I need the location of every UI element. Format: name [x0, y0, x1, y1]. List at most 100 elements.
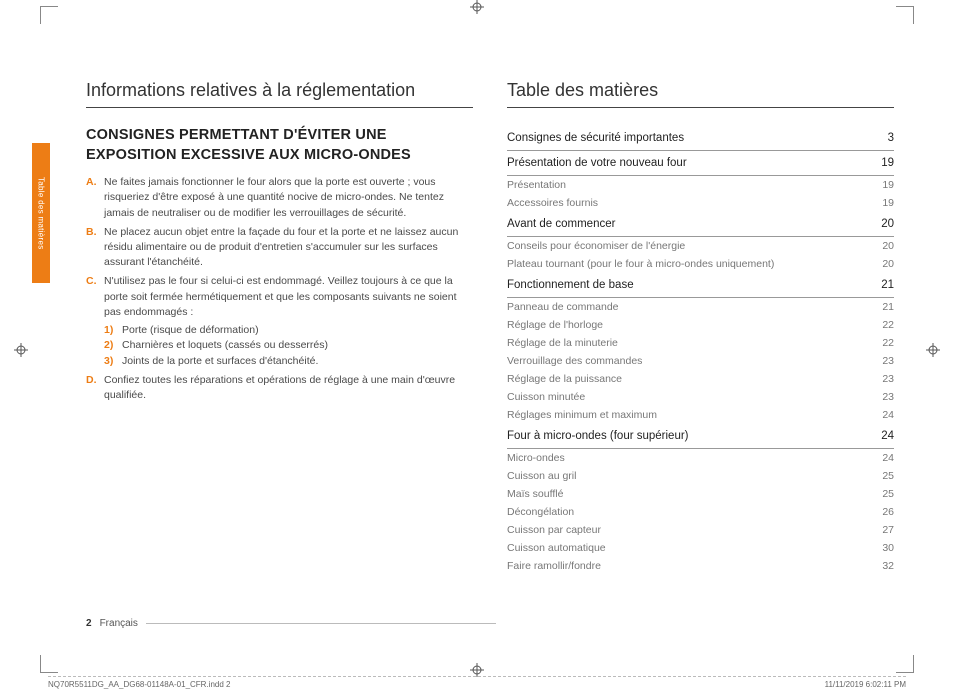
toc-page: 24	[881, 430, 894, 442]
toc-page: 26	[882, 506, 894, 518]
toc-label: Présentation	[507, 179, 566, 191]
right-column: Table des matières Consignes de sécurité…	[507, 80, 894, 629]
crop-mark	[40, 6, 58, 24]
toc-label: Décongélation	[507, 506, 574, 518]
footer-rule	[146, 623, 496, 624]
toc-label: Four à micro-ondes (four supérieur)	[507, 430, 689, 442]
toc-page: 25	[882, 470, 894, 482]
toc-page: 20	[881, 218, 894, 230]
toc-label: Fonctionnement de base	[507, 279, 634, 291]
toc-entry: Micro-ondes24	[507, 449, 894, 467]
toc-label: Plateau tournant (pour le four à micro-o…	[507, 258, 774, 270]
toc-entry: Cuisson au gril 25	[507, 467, 894, 485]
toc-section: Fonctionnement de base 21	[507, 273, 894, 298]
toc-entry: Cuisson minutée 23	[507, 388, 894, 406]
file-slug: NQ70R5511DG_AA_DG68-01148A-01_CFR.indd 2	[48, 680, 230, 689]
registration-mark-icon	[926, 343, 940, 357]
page: Informations relatives à la réglementati…	[86, 80, 894, 629]
list-marker: D.	[86, 373, 104, 403]
list-marker: B.	[86, 225, 104, 271]
instruction-text: Ne placez aucun objet entre la façade du…	[104, 225, 473, 271]
instruction-list: A.Ne faites jamais fonctionner le four a…	[86, 175, 473, 403]
sublist-text: Porte (risque de déformation)	[122, 323, 259, 338]
instruction-item: B.Ne placez aucun objet entre la façade …	[86, 225, 473, 271]
page-footer: 2 Français	[86, 618, 496, 629]
toc-label: Panneau de commande	[507, 301, 619, 313]
instruction-item: A.Ne faites jamais fonctionner le four a…	[86, 175, 473, 221]
toc-page: 32	[882, 560, 894, 572]
toc-section: Four à micro-ondes (four supérieur) 24	[507, 424, 894, 449]
left-heading: Informations relatives à la réglementati…	[86, 80, 473, 108]
toc-label: Cuisson au gril	[507, 470, 576, 482]
sublist-text: Joints de la porte et surfaces d'étanché…	[122, 354, 318, 369]
toc-page: 30	[882, 542, 894, 554]
instruction-text: N'utilisez pas le four si celui-ci est e…	[104, 274, 473, 368]
side-tab: Table des matières	[32, 143, 50, 283]
toc-entry: Faire ramollir/fondre 32	[507, 557, 894, 575]
toc-section: Présentation de votre nouveau four 19	[507, 151, 894, 176]
toc-page: 25	[882, 488, 894, 500]
instruction-text: Confiez toutes les réparations et opérat…	[104, 373, 473, 403]
toc-entry: Accessoires fournis19	[507, 194, 894, 212]
toc-entry: Verrouillage des commandes 23	[507, 352, 894, 370]
toc-label: Cuisson automatique	[507, 542, 606, 554]
toc-page: 19	[882, 179, 894, 191]
file-timestamp: 11/11/2019 6:02:11 PM	[825, 680, 906, 689]
table-of-contents: Consignes de sécurité importantes3Présen…	[507, 126, 894, 575]
toc-entry: Présentation 19	[507, 176, 894, 194]
instruction-sublist: 1)Porte (risque de déformation)2)Charniè…	[104, 323, 473, 369]
toc-entry: Décongélation 26	[507, 503, 894, 521]
sublist-marker: 1)	[104, 323, 122, 338]
list-marker: C.	[86, 274, 104, 368]
toc-page: 23	[882, 373, 894, 385]
toc-page: 23	[882, 391, 894, 403]
sublist-marker: 2)	[104, 338, 122, 353]
toc-entry: Réglage de la puissance23	[507, 370, 894, 388]
sublist-marker: 3)	[104, 354, 122, 369]
toc-label: Présentation de votre nouveau four	[507, 157, 687, 169]
toc-label: Réglages minimum et maximum	[507, 409, 657, 421]
toc-entry: Conseils pour économiser de l'énergie 20	[507, 237, 894, 255]
toc-label: Maïs soufflé	[507, 488, 563, 500]
toc-label: Faire ramollir/fondre	[507, 560, 601, 572]
page-language: Français	[100, 618, 138, 629]
toc-page: 21	[881, 279, 894, 291]
toc-label: Verrouillage des commandes	[507, 355, 642, 367]
toc-page: 24	[882, 409, 894, 421]
toc-section: Avant de commencer20	[507, 212, 894, 237]
crop-mark	[40, 655, 58, 673]
toc-entry: Plateau tournant (pour le four à micro-o…	[507, 255, 894, 273]
toc-label: Réglage de l'horloge	[507, 319, 603, 331]
toc-label: Cuisson par capteur	[507, 524, 601, 536]
toc-page: 20	[882, 240, 894, 252]
crop-mark	[896, 6, 914, 24]
toc-page: 19	[881, 157, 894, 169]
toc-label: Réglage de la minuterie	[507, 337, 618, 349]
registration-mark-icon	[470, 663, 484, 677]
toc-label: Consignes de sécurité importantes	[507, 132, 684, 144]
crop-mark	[896, 655, 914, 673]
imposition-footer: NQ70R5511DG_AA_DG68-01148A-01_CFR.indd 2…	[48, 676, 906, 689]
right-heading: Table des matières	[507, 80, 894, 108]
left-column: Informations relatives à la réglementati…	[86, 80, 473, 629]
sublist-text: Charnières et loquets (cassés ou desserr…	[122, 338, 328, 353]
registration-mark-icon	[14, 343, 28, 357]
toc-label: Micro-ondes	[507, 452, 565, 464]
toc-section: Consignes de sécurité importantes3	[507, 126, 894, 151]
toc-page: 21	[882, 301, 894, 313]
instruction-item: D.Confiez toutes les réparations et opér…	[86, 373, 473, 403]
toc-page: 27	[882, 524, 894, 536]
toc-label: Conseils pour économiser de l'énergie	[507, 240, 685, 252]
sublist-item: 2)Charnières et loquets (cassés ou desse…	[104, 338, 473, 353]
toc-entry: Maïs soufflé 25	[507, 485, 894, 503]
toc-entry: Panneau de commande 21	[507, 298, 894, 316]
toc-label: Cuisson minutée	[507, 391, 585, 403]
toc-entry: Réglages minimum et maximum 24	[507, 406, 894, 424]
instruction-text: Ne faites jamais fonctionner le four alo…	[104, 175, 473, 221]
toc-entry: Réglage de la minuterie22	[507, 334, 894, 352]
left-subheading: CONSIGNES PERMETTANT D'ÉVITER UNE EXPOSI…	[86, 126, 473, 165]
list-marker: A.	[86, 175, 104, 221]
toc-page: 22	[882, 319, 894, 331]
toc-page: 23	[882, 355, 894, 367]
toc-entry: Cuisson automatique 30	[507, 539, 894, 557]
